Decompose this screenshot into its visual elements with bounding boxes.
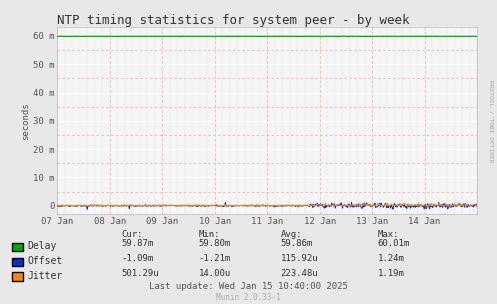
Text: 59.80m: 59.80m: [199, 239, 231, 248]
Text: Cur:: Cur:: [122, 230, 143, 239]
Text: Delay: Delay: [27, 241, 57, 251]
Text: 223.48u: 223.48u: [281, 269, 319, 278]
Text: Min:: Min:: [199, 230, 220, 239]
Text: 14.00u: 14.00u: [199, 269, 231, 278]
Text: Jitter: Jitter: [27, 271, 63, 281]
Text: Avg:: Avg:: [281, 230, 302, 239]
Text: -1.09m: -1.09m: [122, 254, 154, 264]
Text: 59.87m: 59.87m: [122, 239, 154, 248]
Text: -1.21m: -1.21m: [199, 254, 231, 264]
Text: 1.19m: 1.19m: [378, 269, 405, 278]
Text: Max:: Max:: [378, 230, 399, 239]
Text: 59.86m: 59.86m: [281, 239, 313, 248]
Text: Munin 2.0.33-1: Munin 2.0.33-1: [216, 293, 281, 302]
Text: NTP timing statistics for system peer - by week: NTP timing statistics for system peer - …: [57, 14, 410, 27]
Text: RRDTOOL / TOBI OETIKER: RRDTOOL / TOBI OETIKER: [488, 80, 493, 163]
Text: 501.29u: 501.29u: [122, 269, 160, 278]
Text: 115.92u: 115.92u: [281, 254, 319, 264]
Text: 60.01m: 60.01m: [378, 239, 410, 248]
Text: Offset: Offset: [27, 257, 63, 266]
Text: Last update: Wed Jan 15 10:40:00 2025: Last update: Wed Jan 15 10:40:00 2025: [149, 282, 348, 292]
Y-axis label: seconds: seconds: [21, 102, 30, 140]
Text: 1.24m: 1.24m: [378, 254, 405, 264]
